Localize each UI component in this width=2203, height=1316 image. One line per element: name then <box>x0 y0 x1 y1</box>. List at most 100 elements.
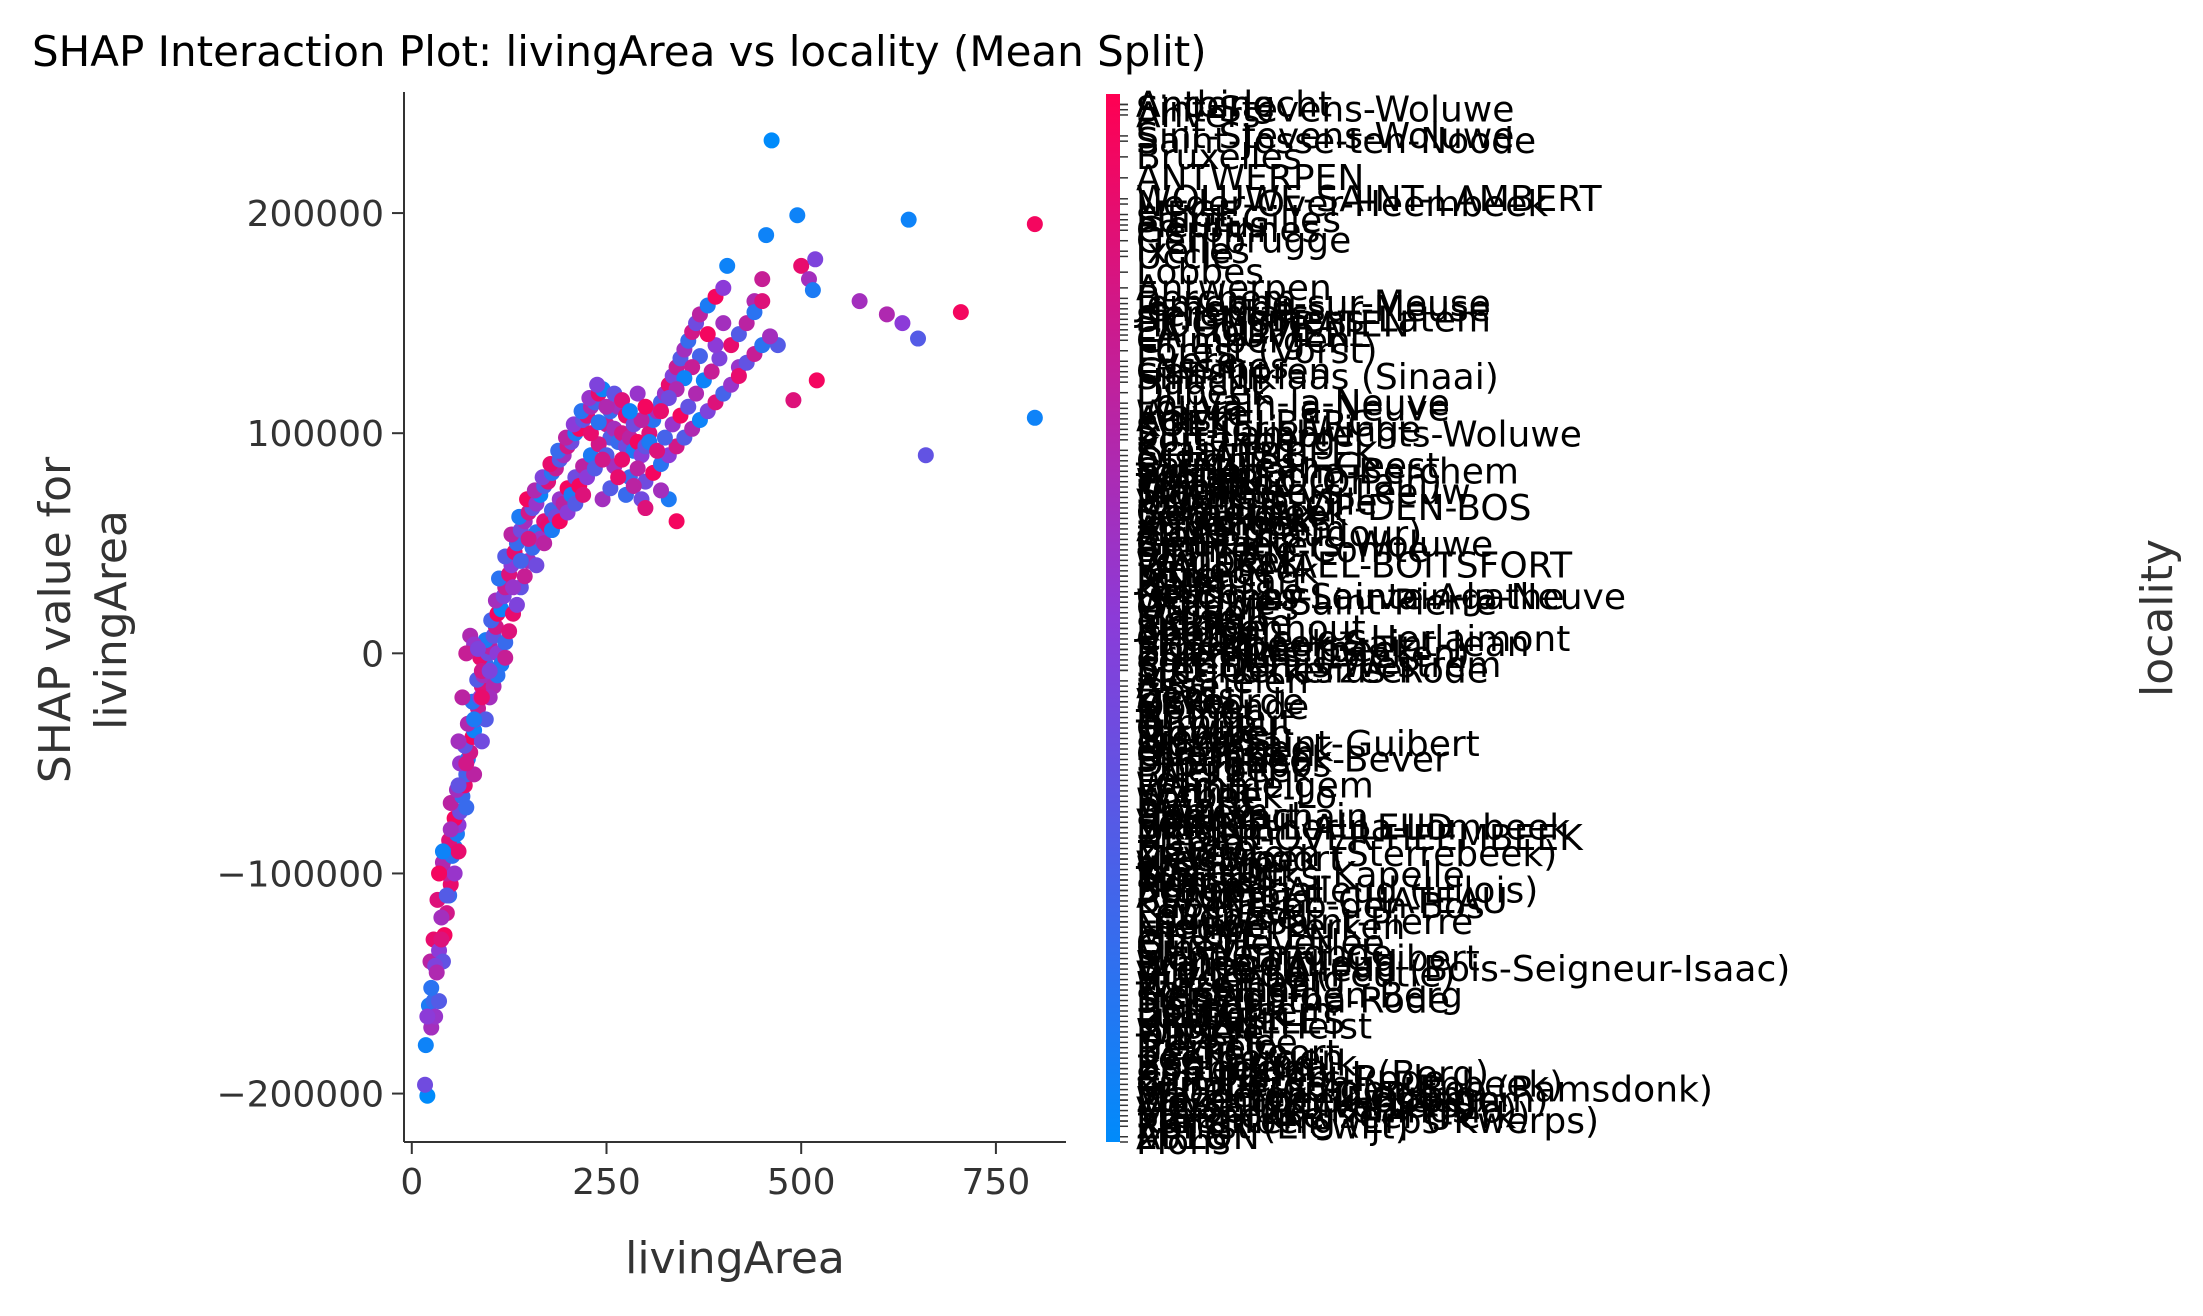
colorbar-category-label: Sterrebeek <box>1136 729 1334 770</box>
colorbar-category-label: Ottignies <box>1136 588 1299 629</box>
colorbar-category-label: Begijnendijk <box>1136 1043 1357 1084</box>
colorbar: Sint-Stevens-WoluweANTWERPENGerpinnesLob… <box>1106 84 1790 1163</box>
colorbar-category-label: Mortsel <box>1136 860 1269 901</box>
colorbar-category-label: Tervuren <box>1135 713 1292 754</box>
colorbar-category-label: Sint-Ulriks-Kapelle <box>1136 855 1465 896</box>
scatter-point <box>438 887 455 904</box>
scatter-point <box>598 398 615 415</box>
colorbar-category-label: Linkebeek <box>1136 551 1319 592</box>
scatter-point <box>793 257 810 274</box>
colorbar-category-label: Gentbrugge <box>1136 221 1351 262</box>
scatter-point <box>431 865 448 882</box>
colorbar-category-label: Bierges <box>1136 719 1271 760</box>
colorbar-category-label: Fleurus <box>1136 205 1268 246</box>
colorbar-category-label: Braine-le-Comte <box>1136 530 1429 571</box>
colorbar-category-label: Lot <box>1136 760 1192 801</box>
scatter-point <box>878 306 895 323</box>
colorbar-category-label: Machelen <box>1136 472 1309 513</box>
colorbar-category-label: Vilvoorde (Koningslo) <box>1136 1091 1517 1132</box>
colorbar-category-label: Anderlecht <box>1136 84 1332 125</box>
scatter-point <box>660 389 677 406</box>
colorbar-category-label: ANTWERPEN <box>1136 158 1364 199</box>
colorbar-category-label: Lennik <box>1136 771 1254 812</box>
scatter-point <box>758 227 775 244</box>
scatter-point <box>528 557 545 574</box>
colorbar-category-label: Meise <box>1136 598 1240 639</box>
colorbar-category-label: BRAINE-LE-CHATEAU <box>1136 881 1508 922</box>
colorbar-category-label: Meise (Wolvertem) <box>1136 1085 1475 1126</box>
colorbar-category-label: Wijnegem <box>1136 944 1316 985</box>
colorbar-category-label: Oud-Heverlee <box>1136 923 1385 964</box>
scatter-point <box>851 293 868 310</box>
colorbar-category-label: Kapelle-op-den-Bos (Ramsdonk) <box>1136 1070 1713 1111</box>
scatter-point <box>433 931 450 948</box>
colorbar-category-label: Tubize <box>1135 457 1249 498</box>
colorbar-category-label: Ciney <box>1136 928 1237 969</box>
colorbar-category-label: Vilvoorde <box>1136 682 1304 723</box>
colorbar-category-label: Kampenhout (Berg) <box>1136 1054 1489 1095</box>
colorbar-category-label: Aarschot <box>1136 876 1295 917</box>
colorbar-category-label: Wemmel <box>1136 766 1294 807</box>
scatter-point <box>477 711 494 728</box>
colorbar-category-label: ARLON <box>1136 1117 1260 1158</box>
colorbar-category-label: Keerbergen <box>1136 1038 1344 1079</box>
y-tick-label: −100000 <box>216 854 384 895</box>
colorbar-category-label: Steenokkerzeel <box>1136 650 1413 691</box>
colorbar-category-label: Sint-Katherina-Lombeek <box>1136 808 1570 849</box>
y-axis-ticks: 200000 100000 0 −100000 −200000 <box>216 194 404 1116</box>
colorbar-category-label: HERENT <box>1136 1007 1284 1048</box>
scatter-point <box>481 662 498 679</box>
colorbar-category-label: Berchem <box>1136 278 1297 319</box>
scatter-point <box>1026 216 1043 233</box>
colorbar-category-label: Vilvoorde (Peutie) <box>1136 954 1456 995</box>
x-tick-label: 250 <box>572 1162 641 1203</box>
colorbar-category-label: Bruxelles (Laeken) <box>1136 635 1470 676</box>
colorbar-category-label: Namur <box>1136 692 1258 733</box>
colorbar-category-label: Lovenjoel <box>1136 897 1308 938</box>
colorbar-category-label: Sint-Agatha-Berchem <box>1136 451 1519 492</box>
colorbar-category-label: Knokke-Heist <box>1136 1007 1372 1048</box>
scatter-point <box>473 689 490 706</box>
colorbar-category-label: Chapelle-lez-Herlaimont <box>1136 619 1570 660</box>
scatter-point <box>450 843 467 860</box>
colorbar-category-label: Kontich <box>1136 556 1269 597</box>
colorbar-category-label: Zaventem <box>1136 504 1320 545</box>
scatter-point <box>637 500 654 517</box>
scatter-point <box>763 132 780 149</box>
x-axis-label: livingArea <box>625 1233 845 1284</box>
plot-area: 0 250 500 750 200000 100000 0 −100000 −200000 <box>216 92 1066 1203</box>
scatter-point <box>1026 409 1043 426</box>
scatter-point <box>516 568 533 585</box>
colorbar-category-label: Wemmel <box>1136 850 1294 891</box>
scatter-point <box>512 552 529 569</box>
colorbar-category-label: Lessines <box>1136 346 1289 387</box>
colorbar-category-label: Geel <box>1136 671 1218 712</box>
scatter-point <box>952 304 969 321</box>
colorbar-category-labels: Sint-Stevens-WoluweANTWERPENGerpinnesLob… <box>1134 84 1790 1163</box>
colorbar-category-label: Sint-Niklaas (Sinaai) <box>1136 357 1499 398</box>
y-tick-label: −200000 <box>216 1075 384 1116</box>
colorbar-category-label: Melsbroek <box>1136 839 1320 880</box>
colorbar-category-label: Korbeek-Lo <box>1136 776 1337 817</box>
scatter-point <box>715 315 732 332</box>
colorbar-category-label: Ottignies-Louvain-la-Neuve <box>1136 577 1626 618</box>
colorbar-category-label: Haacht <box>1136 362 1264 403</box>
colorbar-category-label: Ixelles <box>1136 231 1250 272</box>
colorbar-category-label: Opwijk <box>1136 708 1258 749</box>
colorbar-category-label: Wommelgem <box>1136 766 1374 807</box>
colorbar-category-label: Haren <box>1136 823 1244 864</box>
scatter-point <box>789 207 806 224</box>
colorbar-category-label: Genval <box>1136 525 1262 566</box>
colorbar-category-label: LIEGE <box>1136 195 1240 236</box>
colorbar-category-label: Ukkel <box>1136 682 1235 723</box>
colorbar-category-label: Rotselaar <box>1136 970 1306 1011</box>
colorbar-category-label: BRUXELLES <box>1136 1001 1345 1042</box>
scatter-point <box>450 777 467 794</box>
scatter-point <box>590 414 607 431</box>
scatter-point <box>594 451 611 468</box>
colorbar-category-label: Vossem <box>1136 844 1275 885</box>
scatter-point <box>419 1008 436 1025</box>
colorbar-category-label: Dendermonde <box>1136 933 1393 974</box>
